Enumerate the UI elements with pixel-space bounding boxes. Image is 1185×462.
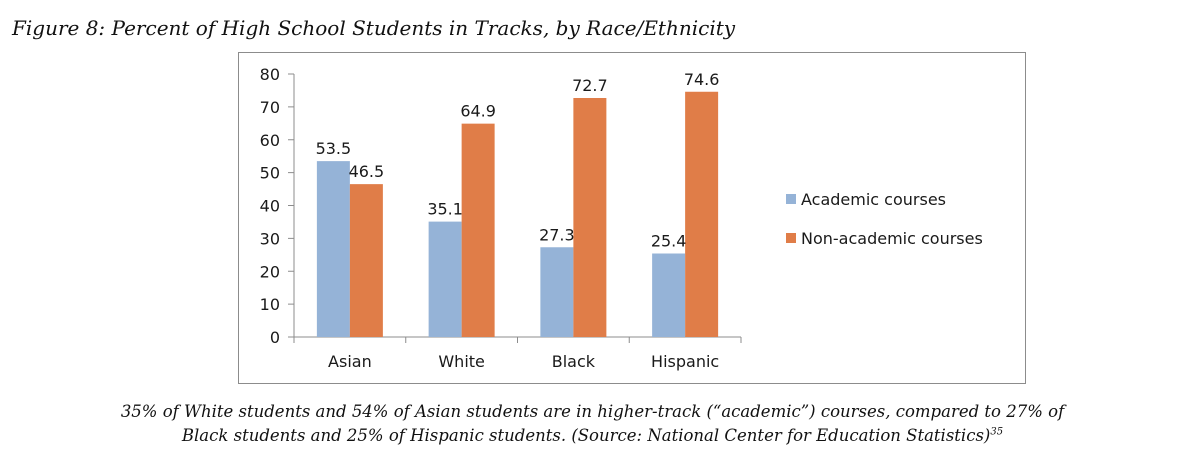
bar-academic [428,221,462,337]
legend-label-non-academic: Non-academic courses [801,228,983,248]
data-label: 46.5 [349,162,385,181]
y-tick-label: 70 [260,98,280,117]
legend-label-academic: Academic courses [801,189,946,209]
y-tick-label: 60 [260,131,280,150]
y-tick-label: 80 [260,65,280,84]
y-tick-label: 10 [260,295,280,314]
caption-line-2: Black students and 25% of Hispanic stude… [20,424,1165,448]
bar-chart: 0 10 20 30 40 50 60 70 80 Asian White Black Hispanic… [260,65,742,371]
data-label: 64.9 [460,102,496,121]
y-tick-label: 50 [260,164,280,183]
bar-non-academic [461,123,495,337]
legend-swatch-non-academic [786,233,796,243]
y-tick-label: 40 [260,197,280,216]
y-tick-label: 30 [260,229,280,248]
data-label: 74.6 [684,70,720,89]
bar-non-academic [349,184,383,337]
data-label: 25.4 [651,231,687,250]
caption-footnote: 35 [990,426,1004,438]
legend-item-non-academic: Non-academic courses [786,228,983,248]
data-label: 35.1 [427,200,463,219]
chart-legend: Academic courses Non-academic courses [786,189,983,267]
legend-swatch-academic [786,194,796,204]
x-tick-label: Black [552,352,596,371]
bar-non-academic [573,97,607,337]
bar-academic [652,253,686,337]
data-label: 27.3 [539,225,575,244]
caption-line-1: 35% of White students and 54% of Asian s… [120,402,1065,421]
bar-non-academic [685,91,719,337]
legend-item-academic: Academic courses [786,189,983,209]
bar-academic [540,247,574,337]
x-tick-label: Asian [328,352,372,371]
bar-academic [316,161,350,337]
figure-title: Figure 8: Percent of High School Student… [12,16,736,40]
y-tick-label: 0 [270,328,280,347]
x-tick-label: White [438,352,485,371]
data-label: 53.5 [316,139,352,158]
x-tick-label: Hispanic [651,352,719,371]
y-tick-label: 20 [260,262,280,281]
caption-line-2-text: Black students and 25% of Hispanic stude… [181,426,991,445]
data-label: 72.7 [572,76,608,95]
chart-frame: 0 10 20 30 40 50 60 70 80 Asian White Black Hispanic… [238,52,1026,384]
figure-caption: 35% of White students and 54% of Asian s… [20,400,1165,448]
